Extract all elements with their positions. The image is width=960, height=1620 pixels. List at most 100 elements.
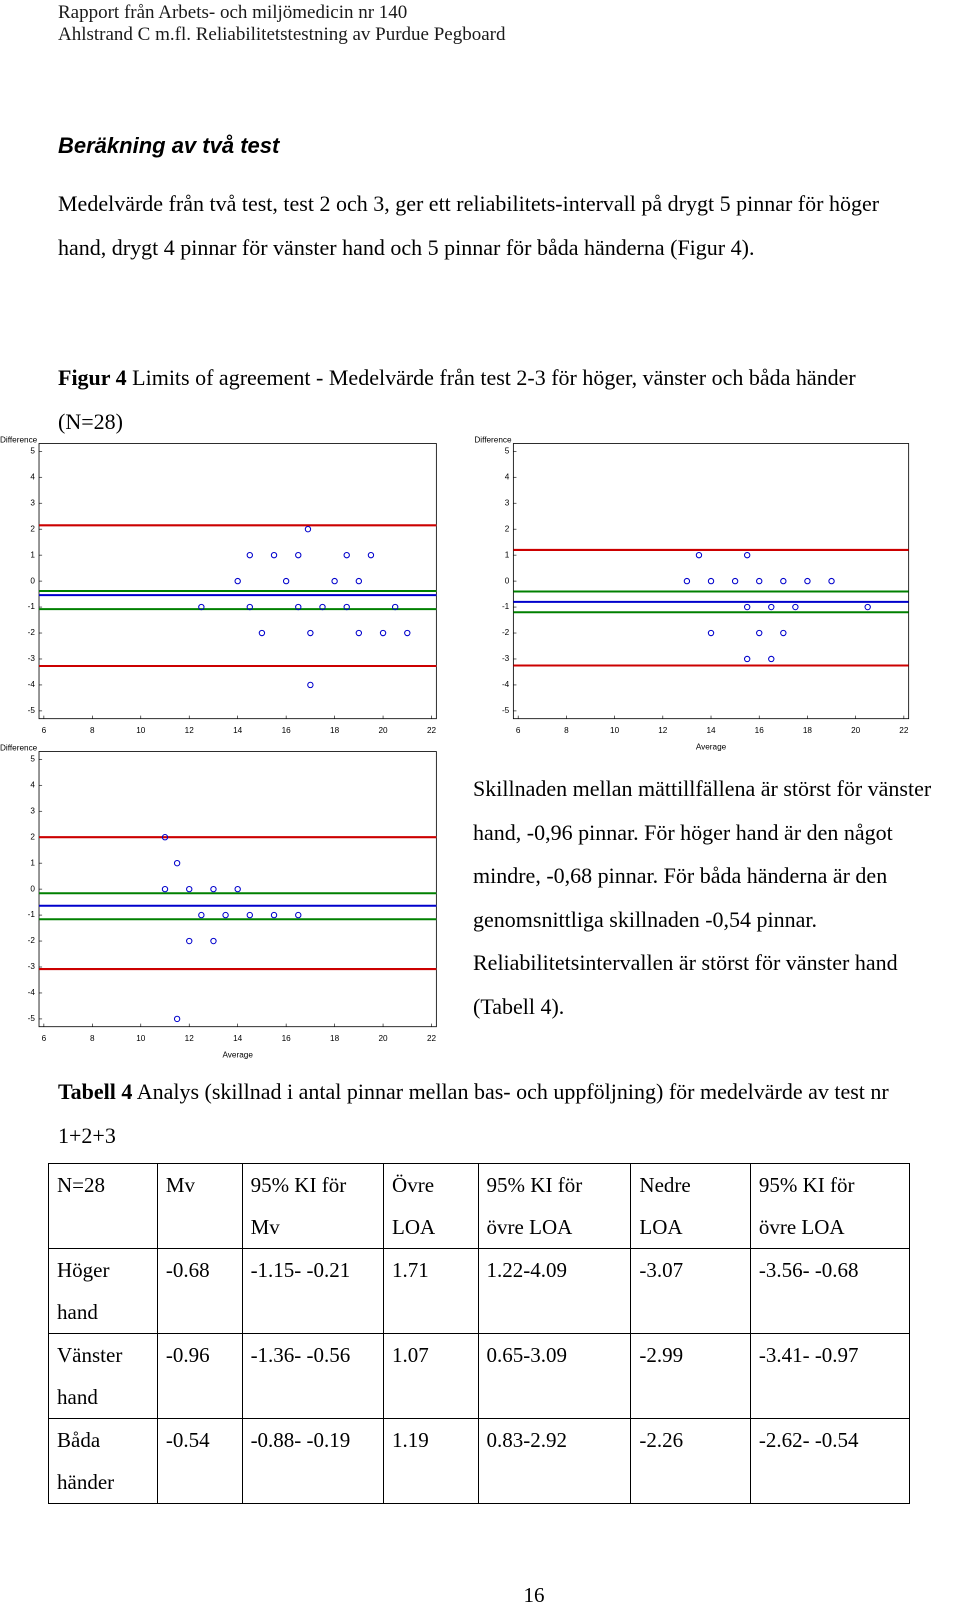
data-point — [391, 603, 399, 611]
header-text: N=28 — [57, 1173, 106, 1197]
y-tick-label: -2 — [28, 936, 36, 945]
y-tick-label: -5 — [28, 1014, 36, 1023]
y-tick-label: 4 — [30, 780, 35, 789]
data-point — [756, 577, 763, 585]
y-tick-label: -3 — [502, 654, 510, 663]
y-tick-label: 4 — [30, 472, 35, 481]
plot-frame — [512, 443, 910, 720]
x-tick-label: 12 — [185, 726, 195, 735]
data-point — [161, 834, 169, 841]
x-tick-label: 18 — [803, 726, 813, 735]
plot-frame — [38, 443, 437, 720]
header-cell: N=28 — [48, 1163, 158, 1249]
table-cell: -2.26 — [630, 1418, 751, 1504]
x-tick-label: 20 — [851, 726, 861, 735]
data-point — [234, 577, 241, 585]
data-point — [246, 911, 253, 919]
table: N=28 Mv 95% KI för Mv Övre LOA 95% KI för öv… — [48, 1163, 911, 1504]
table-cell: Höger hand — [48, 1248, 158, 1334]
table-cell: -0.68 — [156, 1248, 243, 1334]
table-cell: -3.56- -0.68 — [749, 1248, 911, 1334]
header-text: Övre LOA — [392, 1173, 436, 1239]
table-cell: 1.22-4.09 — [477, 1248, 632, 1334]
y-tick-label: -1 — [28, 602, 36, 611]
data-point — [707, 629, 715, 637]
cell-text: -3.56- -0.68 — [758, 1258, 859, 1282]
x-tick-label: 18 — [330, 1034, 340, 1043]
data-point — [343, 551, 350, 559]
data-point — [695, 551, 703, 559]
data-point — [731, 577, 739, 585]
x-tick-label: 16 — [755, 726, 765, 735]
data-point — [780, 629, 787, 637]
table-cell: 1.19 — [383, 1418, 479, 1504]
x-tick-label: 8 — [564, 726, 569, 735]
table-row: Höger hand -0.68 -1.15- -0.21 1.71 1.22-4.09… — [48, 1248, 911, 1334]
data-point — [864, 603, 871, 611]
header-line: Ahlstrand C m.fl. Reliabilitetstestning … — [58, 24, 506, 45]
x-tick-label: 6 — [516, 726, 521, 735]
y-tick-label: -4 — [502, 680, 510, 689]
x-tick-label: 12 — [658, 726, 668, 735]
cell-text: -2.62- -0.54 — [758, 1428, 859, 1452]
y-axis-label: Difference — [0, 744, 38, 753]
data-point — [404, 629, 411, 637]
y-tick-label: -4 — [28, 988, 36, 997]
x-tick-label: 8 — [90, 726, 95, 735]
y-tick-label: 2 — [505, 524, 510, 533]
header-cell: 95% KI för Mv — [241, 1163, 385, 1249]
x-tick-label: 22 — [427, 726, 437, 735]
table-cell: 1.71 — [383, 1248, 479, 1334]
caption-text: Limits of agreement - Medelvärde från te… — [58, 365, 856, 434]
x-tick-label: 14 — [233, 1034, 243, 1043]
data-point — [792, 603, 799, 611]
y-tick-label: 5 — [30, 754, 35, 763]
cell-text: 1.71 — [392, 1258, 429, 1282]
data-point — [828, 577, 835, 585]
data-point — [198, 911, 205, 919]
data-point — [768, 655, 775, 663]
x-tick-label: 8 — [90, 1034, 95, 1043]
plot-frame — [38, 751, 437, 1028]
data-point — [246, 603, 253, 611]
y-tick-label: 1 — [505, 550, 510, 559]
cell-text: 1.22-4.09 — [486, 1258, 568, 1282]
cell-text: -0.68 — [165, 1258, 210, 1282]
x-tick-label: 6 — [42, 726, 47, 735]
y-tick-label: -2 — [502, 628, 510, 637]
table-cell: -0.88- -0.19 — [241, 1418, 385, 1504]
table-row: Båda händer -0.54 -0.88- -0.19 1.19 0.83-2.9… — [48, 1418, 911, 1504]
x-tick-label: 18 — [330, 726, 340, 735]
data-point — [222, 911, 229, 919]
y-tick-label: -3 — [28, 962, 36, 971]
cell-text: 1.19 — [392, 1428, 429, 1452]
cell-text: -0.88- -0.19 — [250, 1428, 351, 1452]
table-header-row: N=28 Mv 95% KI för Mv Övre LOA 95% KI för öv… — [48, 1163, 911, 1249]
cell-text: -3.41- -0.97 — [758, 1343, 859, 1367]
y-tick-label: 5 — [30, 446, 35, 455]
table-caption: Tabell 4 Analys (skillnad i antal pinnar… — [58, 1070, 948, 1157]
data-point — [343, 603, 350, 611]
y-axis-label: Difference — [0, 436, 38, 445]
table-cell: -3.41- -0.97 — [749, 1333, 911, 1419]
page-number: 16 — [523, 1583, 545, 1607]
data-point — [234, 885, 241, 893]
table-cell: -1.15- -0.21 — [241, 1248, 385, 1334]
y-tick-label: -2 — [28, 628, 36, 637]
data-point — [707, 577, 715, 585]
y-tick-label: -1 — [502, 602, 510, 611]
cell-text: -1.36- -0.56 — [250, 1343, 351, 1367]
header-text: Mv — [165, 1173, 196, 1197]
x-tick-label: 10 — [610, 726, 620, 735]
table-cell: -2.99 — [630, 1333, 751, 1419]
header-cell: 95% KI för övre LOA — [749, 1163, 911, 1249]
cell-text: Båda händer — [57, 1428, 115, 1494]
data-point — [743, 551, 751, 559]
table-cell: 0.65-3.09 — [477, 1333, 632, 1419]
y-tick-label: 2 — [30, 832, 35, 841]
data-point — [295, 603, 302, 611]
data-point — [743, 655, 751, 663]
x-tick-label: 12 — [185, 1034, 195, 1043]
x-axis-label: Average — [696, 743, 727, 752]
data-point — [780, 577, 787, 585]
